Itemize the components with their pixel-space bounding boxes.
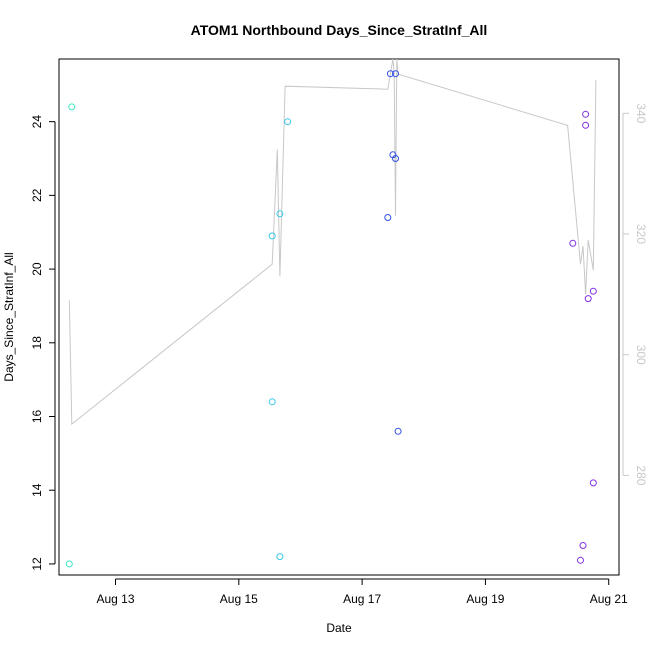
y-tick-label-4: 20: [30, 262, 44, 276]
y2-tick-label-3: 340: [634, 103, 648, 123]
x-axis: Aug 13 Aug 15 Aug 17 Aug 19 Aug 21: [96, 578, 628, 606]
data-point-12: [394, 427, 402, 435]
data-point-3: [268, 232, 276, 240]
data-point-18: [584, 295, 592, 303]
data-point-13: [569, 239, 577, 247]
chart-title: ATOM1 Northbound Days_Since_StratInf_All: [191, 22, 488, 38]
data-point-10: [392, 155, 399, 162]
scatter-points-layer: [65, 70, 597, 568]
data-point-2: [268, 398, 276, 406]
data-point-20: [589, 479, 597, 487]
data-point-1: [68, 103, 76, 111]
x-tick-label-0: Aug 13: [96, 592, 134, 606]
plot-frame: [58, 58, 620, 576]
data-point-11: [392, 70, 399, 78]
y-tick-label-5: 22: [30, 188, 44, 202]
y-axis-right: 280 300 320 340: [622, 103, 648, 486]
data-point-14: [577, 556, 584, 564]
x-tick-label-3: Aug 19: [466, 592, 504, 606]
data-point-17: [582, 110, 590, 118]
data-point-8: [386, 70, 394, 78]
y-tick-label-3: 18: [30, 336, 44, 350]
y-tick-label-0: 12: [30, 557, 44, 571]
x-tick-label-1: Aug 15: [220, 592, 258, 606]
y-axis-left: 12 14 16 18 20 22 24: [30, 115, 56, 571]
data-point-15: [579, 542, 587, 549]
data-point-6: [284, 118, 292, 126]
y-tick-label-6: 24: [30, 115, 44, 129]
x-tick-label-4: Aug 21: [590, 592, 628, 606]
y-axis-label: Days_Since_StratInf_All: [2, 252, 16, 381]
data-point-16: [582, 121, 590, 129]
y-tick-label-1: 14: [30, 483, 44, 497]
y2-tick-label-1: 300: [634, 345, 648, 365]
x-axis-label: Date: [326, 621, 352, 635]
data-point-19: [589, 287, 597, 295]
y-tick-label-2: 16: [30, 410, 44, 424]
data-point-5: [276, 553, 284, 561]
y2-tick-label-2: 320: [634, 224, 648, 244]
series-line: [68, 58, 597, 426]
y2-tick-label-0: 280: [634, 465, 648, 485]
data-point-4: [276, 210, 284, 218]
data-point-0: [65, 560, 73, 568]
right-axis-series-layer: [68, 58, 597, 426]
x-tick-label-2: Aug 17: [343, 592, 381, 606]
data-point-7: [384, 214, 392, 221]
